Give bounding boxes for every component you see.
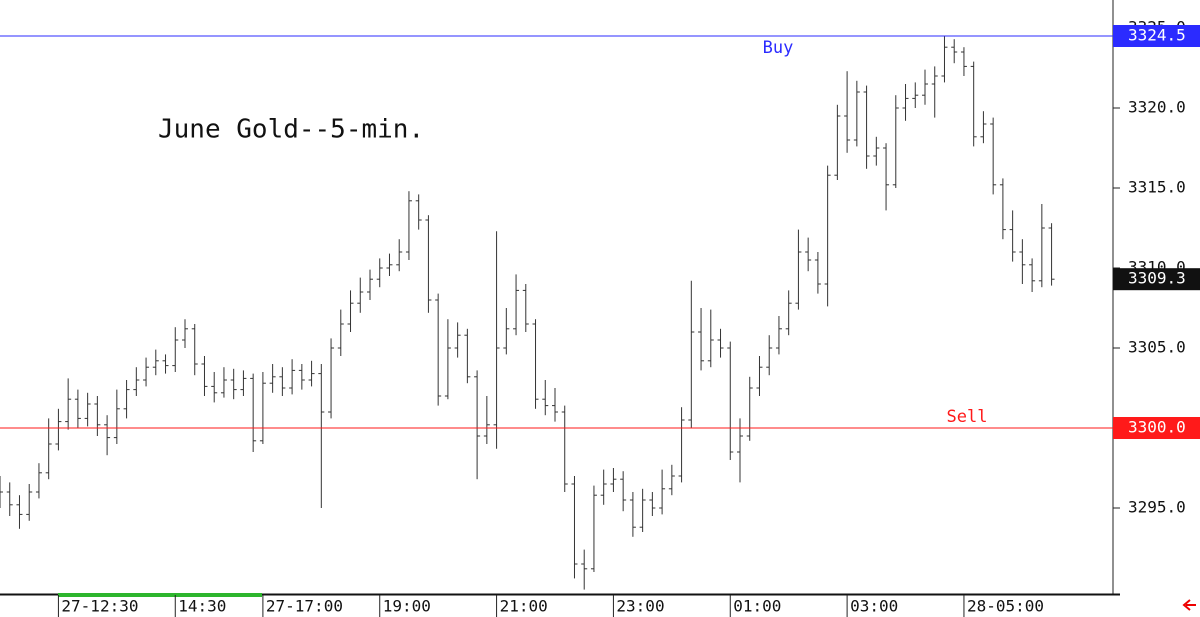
x-tick-label: 03:00 [850, 597, 898, 616]
level-label: 3324.5 [1128, 26, 1186, 45]
x-tick-label: 19:00 [383, 597, 431, 616]
y-tick-label: 3320.0 [1128, 98, 1186, 117]
x-tick-label: 14:30 [178, 597, 226, 616]
y-tick-label: 3315.0 [1128, 178, 1186, 197]
x-tick-label: 21:00 [500, 597, 548, 616]
scroll-arrow[interactable] [1182, 599, 1196, 611]
level-box [1113, 25, 1200, 47]
x-tick-label: 23:00 [616, 597, 664, 616]
level-name: Buy [763, 38, 794, 58]
x-tick-label: 27-12:30 [61, 597, 138, 616]
level-box [1113, 417, 1200, 439]
level-label: 3300.0 [1128, 418, 1186, 437]
y-tick-label: 3295.0 [1128, 498, 1186, 517]
x-tick-label: 27-17:00 [266, 597, 343, 616]
session-marker [58, 593, 262, 597]
x-tick-label: 28-05:00 [967, 597, 1044, 616]
x-tick-label: 01:00 [733, 597, 781, 616]
chart-title: June Gold--5-min. [158, 115, 424, 145]
last-price-label: 3309.3 [1128, 269, 1186, 288]
y-tick-label: 3305.0 [1128, 338, 1186, 357]
last-price-box [1113, 268, 1200, 291]
level-name: Sell [947, 407, 988, 427]
